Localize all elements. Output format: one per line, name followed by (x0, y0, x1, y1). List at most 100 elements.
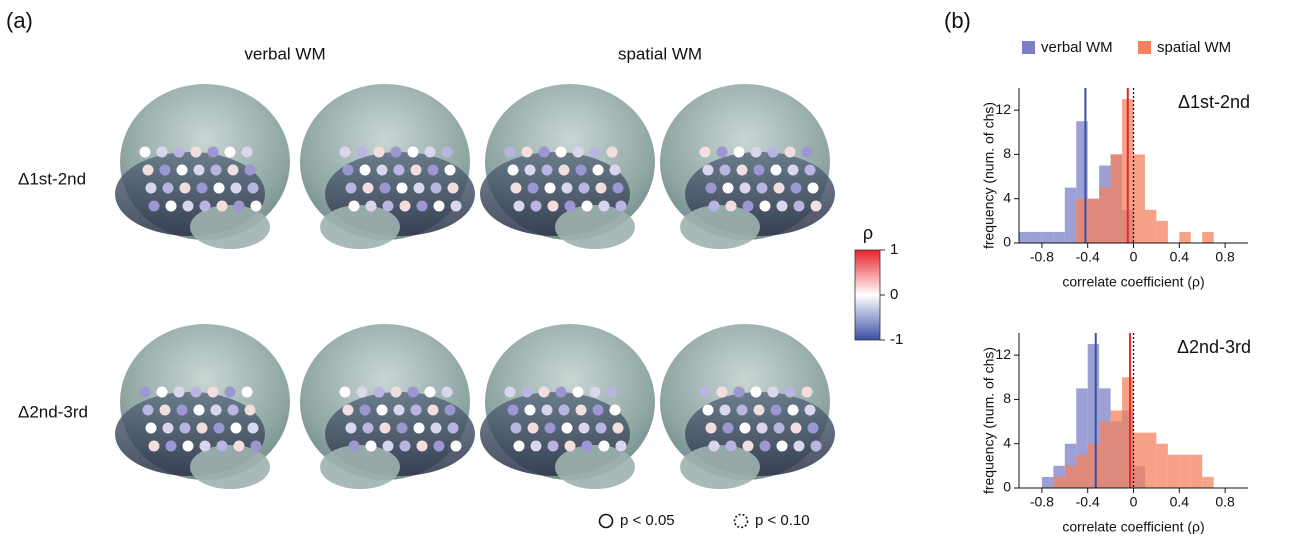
legend-symbol (600, 515, 613, 528)
histogram-bar (1088, 444, 1099, 488)
electrode (562, 183, 573, 194)
electrode (140, 387, 151, 398)
brain-stem (555, 445, 635, 489)
electrode (431, 423, 442, 434)
electrode (248, 423, 259, 434)
electrode (374, 387, 385, 398)
x-tick-label: 0 (1130, 494, 1138, 510)
y-tick-label: 12 (995, 101, 1011, 117)
electrode (599, 201, 610, 212)
electrode (768, 147, 779, 158)
electrode (607, 387, 618, 398)
electrode (528, 423, 539, 434)
electrode (360, 165, 371, 176)
chart-title: Δ1st-2nd (1178, 92, 1250, 112)
electrode (734, 147, 745, 158)
electrode (177, 405, 188, 416)
electrode (573, 147, 584, 158)
electrode (183, 201, 194, 212)
electrode (149, 441, 160, 452)
electrode (616, 441, 627, 452)
electrode (414, 183, 425, 194)
histogram-bar (1145, 433, 1156, 488)
electrode (794, 441, 805, 452)
electrode (785, 147, 796, 158)
electrode (197, 423, 208, 434)
legend-symbol (735, 515, 748, 528)
electrode (357, 387, 368, 398)
electrode (539, 387, 550, 398)
electrode (726, 201, 737, 212)
electrode (363, 423, 374, 434)
electrode (808, 423, 819, 434)
electrode (425, 387, 436, 398)
electrode (607, 147, 618, 158)
electrode (505, 147, 516, 158)
electrode (754, 405, 765, 416)
electrode (417, 441, 428, 452)
panel-label: (b) (944, 8, 971, 33)
electrode (211, 165, 222, 176)
electrode (340, 387, 351, 398)
electrode (191, 147, 202, 158)
y-tick-label: 8 (1003, 390, 1011, 406)
electrode (514, 441, 525, 452)
electrode (777, 441, 788, 452)
electrode (556, 387, 567, 398)
legend-label: p < 0.10 (755, 512, 810, 529)
electrode (525, 165, 536, 176)
electrode (391, 147, 402, 158)
electrode (740, 183, 751, 194)
electrode (146, 423, 157, 434)
electrode (562, 423, 573, 434)
electrode (374, 147, 385, 158)
electrode (590, 147, 601, 158)
x-tick-label: -0.4 (1076, 494, 1100, 510)
electrode (143, 405, 154, 416)
electrode (754, 165, 765, 176)
column-label: spatial WM (618, 44, 702, 63)
brain-stem (680, 205, 760, 249)
electrode (340, 147, 351, 158)
y-tick-label: 12 (995, 346, 1011, 362)
electrode (613, 423, 624, 434)
colorbar-tick-label: -1 (890, 331, 903, 348)
electrode (706, 423, 717, 434)
electrode (360, 405, 371, 416)
electrode (234, 441, 245, 452)
x-tick-label: -0.8 (1030, 494, 1054, 510)
column-label: verbal WM (244, 44, 325, 63)
histogram-bar (1053, 477, 1064, 488)
colorbar-label: ρ (863, 223, 873, 243)
histogram-bar (1122, 377, 1133, 488)
electrode (380, 183, 391, 194)
electrode (377, 405, 388, 416)
electrode (366, 201, 377, 212)
electrode (788, 165, 799, 176)
electrode (548, 441, 559, 452)
electrode (545, 423, 556, 434)
electrode (576, 405, 587, 416)
electrode (451, 201, 462, 212)
histogram-bar (1191, 455, 1202, 488)
electrode (343, 165, 354, 176)
electrode (703, 165, 714, 176)
electrode (208, 387, 219, 398)
brain-stem (320, 205, 400, 249)
histogram-bar (1156, 444, 1167, 488)
electrode (194, 405, 205, 416)
electrode (217, 201, 228, 212)
electrode (200, 441, 211, 452)
electrode (146, 183, 157, 194)
electrode (251, 441, 262, 452)
electrode (394, 405, 405, 416)
electrode (768, 387, 779, 398)
electrode (448, 183, 459, 194)
electrode (214, 423, 225, 434)
legend-label: verbal WM (1041, 39, 1113, 56)
histogram-bar (1111, 411, 1122, 489)
electrode (528, 183, 539, 194)
electrode (531, 441, 542, 452)
x-tick-label: 0.4 (1170, 494, 1190, 510)
electrode (717, 387, 728, 398)
